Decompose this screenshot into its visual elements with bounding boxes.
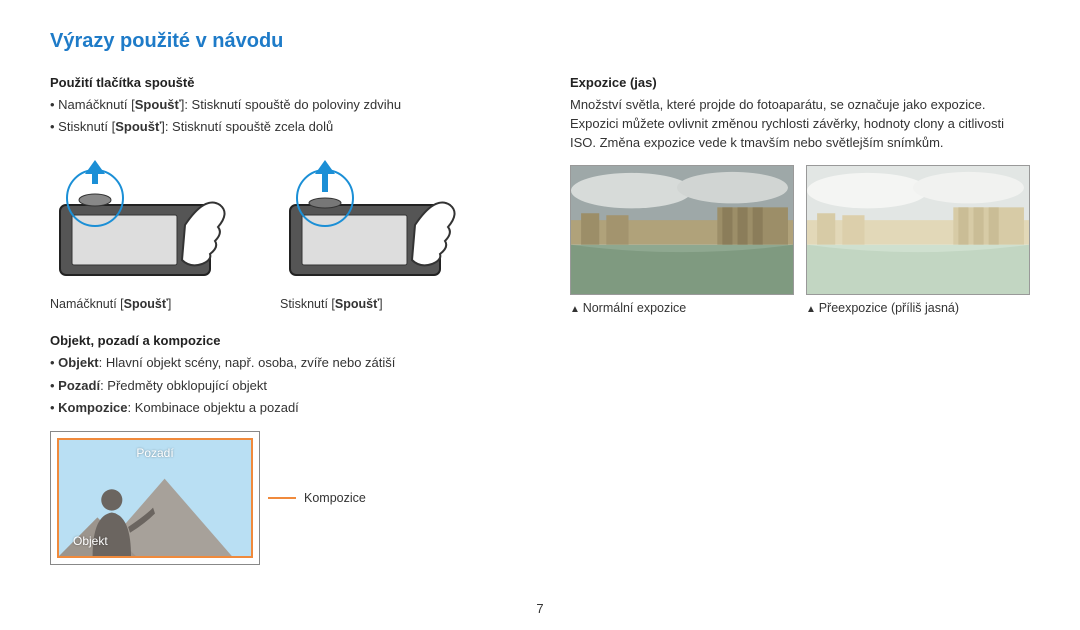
shutter-item-1: Namáčknutí [Spoušť]: Stisknutí spouště d… [50, 96, 510, 114]
fullpress-icon [280, 150, 470, 290]
composition-figure: Pozadí Objekt Kompozice [50, 431, 510, 565]
exposure-figures: Normální expozice [570, 165, 1030, 315]
shutter-list: Namáčknutí [Spoušť]: Stisknutí spouště d… [50, 96, 510, 136]
composition-item-1: Objekt: Hlavní objekt scény, např. osoba… [50, 354, 510, 372]
left-column: Použití tlačítka spouště Namáčknutí [Spo… [50, 75, 510, 565]
right-column: Expozice (jas) Množství světla, které pr… [570, 75, 1030, 565]
halfpress-icon [50, 150, 240, 290]
exposure-normal-fig: Normální expozice [570, 165, 794, 315]
two-column-layout: Použití tlačítka spouště Namáčknutí [Spo… [50, 75, 1030, 565]
shutter-fig-fullpress: Stisknutí [Spoušť] [280, 150, 510, 311]
exposure-heading: Expozice (jas) [570, 75, 1030, 90]
exposure-over-image [806, 165, 1030, 295]
composition-side-label: Kompozice [304, 491, 366, 505]
halfpress-caption: Namáčknutí [Spoušť] [50, 297, 280, 311]
exposure-normal-image [570, 165, 794, 295]
exposure-over-fig: Přeexpozice (příliš jasná) [806, 165, 1030, 315]
shutter-fig-halfpress: Namáčknutí [Spoušť] [50, 150, 280, 311]
exposure-normal-caption: Normální expozice [570, 301, 794, 315]
fullpress-caption: Stisknutí [Spoušť] [280, 297, 510, 311]
shutter-illustrations: Namáčknutí [Spoušť] Stisknutí [Spoušť] [50, 150, 510, 311]
composition-bg-label: Pozadí [136, 446, 173, 460]
exposure-over-caption: Přeexpozice (příliš jasná) [806, 301, 1030, 315]
composition-frame: Pozadí Objekt [50, 431, 260, 565]
composition-item-2: Pozadí: Předměty obklopující objekt [50, 377, 510, 395]
page-number: 7 [536, 601, 543, 616]
exposure-body: Množství světla, které projde do fotoapa… [570, 96, 1030, 153]
composition-list: Objekt: Hlavní objekt scény, např. osoba… [50, 354, 510, 417]
composition-heading: Objekt, pozadí a kompozice [50, 333, 510, 348]
composition-item-3: Kompozice: Kombinace objektu a pozadí [50, 399, 510, 417]
composition-image: Pozadí Objekt [57, 438, 253, 558]
shutter-heading: Použití tlačítka spouště [50, 75, 510, 90]
shutter-item-2: Stisknutí [Spoušť]: Stisknutí spouště zc… [50, 118, 510, 136]
composition-connector [268, 497, 296, 499]
composition-obj-label: Objekt [73, 534, 108, 548]
page-title: Výrazy použité v návodu [50, 30, 1030, 53]
